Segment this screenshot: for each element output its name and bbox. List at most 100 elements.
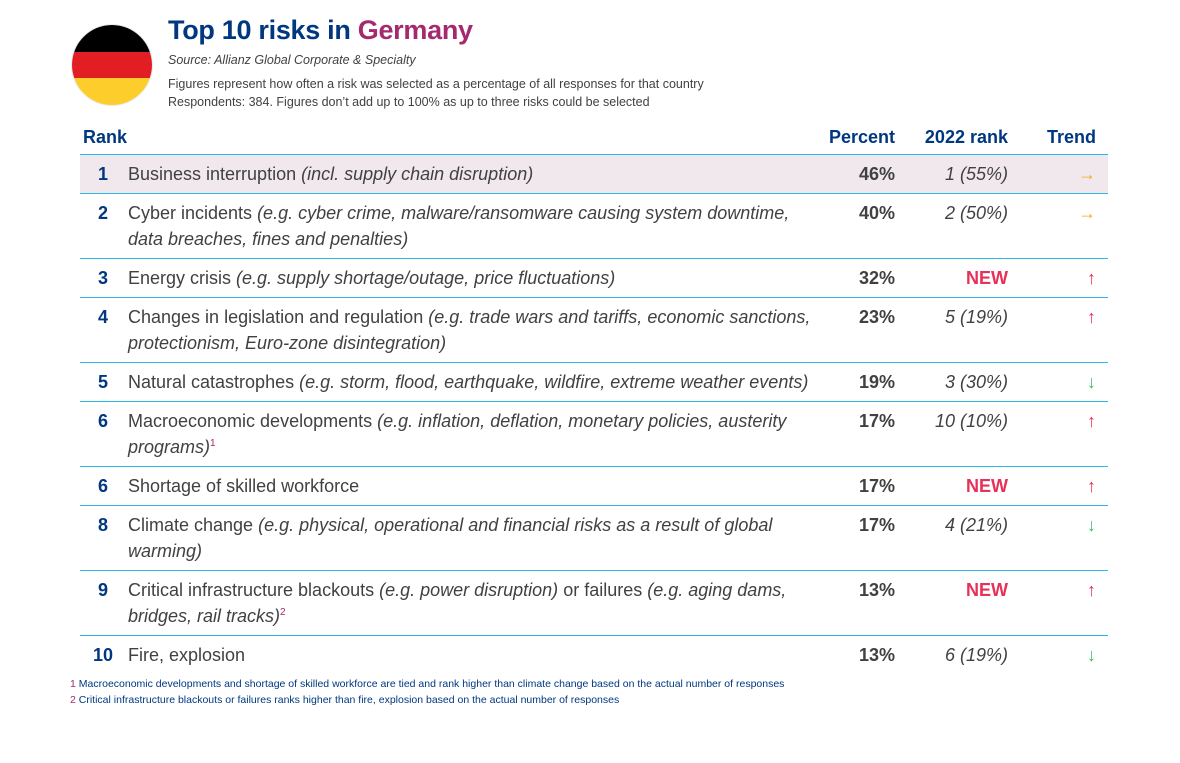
table-row: 8 Climate change (e.g. physical, operati… <box>80 505 1108 571</box>
note-line: Respondents: 384. Figures don’t add up t… <box>168 95 650 109</box>
rank: 5 <box>80 362 126 402</box>
percent: 13% <box>825 570 895 636</box>
risk-name: Macroeconomic developments <box>128 411 378 431</box>
rank: 6 <box>80 401 126 467</box>
rank: 6 <box>80 466 126 506</box>
risk-name: Natural catastrophes <box>128 372 300 392</box>
risk-detail: (incl. supply chain disruption) <box>301 164 534 184</box>
table-row: 6 Shortage of skilled workforce 17% NEW … <box>80 466 1108 506</box>
risk-name: Fire, explosion <box>128 645 246 665</box>
risk-name: Energy crisis <box>128 268 237 288</box>
trend-same-icon: → <box>1008 193 1108 259</box>
percent: 17% <box>825 466 895 506</box>
percent: 17% <box>825 401 895 467</box>
rank: 4 <box>80 297 126 363</box>
risk-detail: (e.g. physical, operational and financia… <box>128 515 773 561</box>
trend-up-icon: ↑ <box>1008 466 1108 506</box>
percent: 32% <box>825 258 895 298</box>
germany-flag-icon <box>72 25 152 105</box>
trend-up-icon: ↑ <box>1008 258 1108 298</box>
trend-up-icon: ↑ <box>1008 297 1108 363</box>
risk-detail: (e.g. trade wars and tariffs, economic s… <box>128 307 811 353</box>
flag-stripe <box>72 51 152 79</box>
table-row: 1 Business interruption (incl. supply ch… <box>80 154 1108 194</box>
trend-down-icon: ↓ <box>1008 362 1108 402</box>
table-row: 2 Cyber incidents (e.g. cyber crime, mal… <box>80 193 1108 259</box>
table-section: Rank Percent 2022 rank Trend 1 Business … <box>70 124 1110 708</box>
prev-rank: 4 (21%) <box>895 505 1008 571</box>
col-trend: Trend <box>1046 127 1096 147</box>
trend-up-icon: ↑ <box>1008 570 1108 636</box>
rank: 10 <box>80 635 126 674</box>
prev-rank: 3 (30%) <box>895 362 1008 402</box>
note: Figures represent how often a risk was s… <box>168 75 704 111</box>
col-prev: 2022 rank <box>924 127 1008 147</box>
risk-detail: (e.g. storm, flood, earthquake, wildfire… <box>299 372 809 392</box>
risk-detail: (e.g. power disruption) <box>379 580 559 600</box>
footnote-ref: 2 <box>280 607 286 618</box>
risk-table: Rank Percent 2022 rank Trend 1 Business … <box>80 124 1108 674</box>
risk-name: Business interruption <box>128 164 302 184</box>
risk-description: Changes in legislation and regulation (e… <box>126 297 825 363</box>
title-prefix: Top 10 risks in <box>168 15 358 45</box>
footnote-number: 2 <box>70 694 76 706</box>
risk-description: Cyber incidents (e.g. cyber crime, malwa… <box>126 193 825 259</box>
percent: 23% <box>825 297 895 363</box>
risk-name: Shortage of skilled workforce <box>128 476 360 496</box>
table-row: 6 Macroeconomic developments (e.g. infla… <box>80 401 1108 467</box>
prev-rank: 5 (19%) <box>895 297 1008 363</box>
prev-rank: NEW <box>895 570 1008 636</box>
percent: 17% <box>825 505 895 571</box>
risk-description: Critical infrastructure blackouts (e.g. … <box>126 570 825 636</box>
table-row: 10 Fire, explosion 13% 6 (19%) ↓ <box>80 635 1108 674</box>
footnote-number: 1 <box>70 678 76 690</box>
rank: 9 <box>80 570 126 636</box>
flag-stripe <box>72 25 152 52</box>
col-percent: Percent <box>828 127 895 147</box>
rank: 2 <box>80 193 126 259</box>
risk-name: Changes in legislation and regulation <box>128 307 429 327</box>
risk-name: or failures <box>558 580 648 600</box>
risk-detail: (e.g. inflation, deflation, monetary pol… <box>128 411 787 457</box>
trend-down-icon: ↓ <box>1008 505 1108 571</box>
prev-rank: NEW <box>895 466 1008 506</box>
percent: 40% <box>825 193 895 259</box>
risk-description: Macroeconomic developments (e.g. inflati… <box>126 401 825 467</box>
prev-rank: 6 (19%) <box>895 635 1008 674</box>
prev-rank: 1 (55%) <box>895 154 1008 194</box>
rank: 1 <box>80 154 126 194</box>
risk-description: Fire, explosion <box>126 635 825 674</box>
risk-detail: (e.g. cyber crime, malware/ransomware ca… <box>128 203 790 249</box>
risk-name: Critical infrastructure blackouts <box>128 580 380 600</box>
trend-down-icon: ↓ <box>1008 635 1108 674</box>
footnote: 1 Macroeconomic developments and shortag… <box>70 676 1110 692</box>
risk-name: Climate change <box>128 515 259 535</box>
table-row: 4 Changes in legislation and regulation … <box>80 297 1108 363</box>
prev-rank: 2 (50%) <box>895 193 1008 259</box>
footnote-text: Critical infrastructure blackouts or fai… <box>78 694 620 706</box>
title-country: Germany <box>357 15 473 45</box>
col-rank: Rank <box>83 127 128 147</box>
risk-description: Natural catastrophes (e.g. storm, flood,… <box>126 362 825 402</box>
risk-description: Energy crisis (e.g. supply shortage/outa… <box>126 258 825 298</box>
rank: 3 <box>80 258 126 298</box>
risk-detail: (e.g. supply shortage/outage, price fluc… <box>236 268 616 288</box>
footnote-text: Macroeconomic developments and shortage … <box>78 678 785 690</box>
prev-rank: NEW <box>895 258 1008 298</box>
page-title: Top 10 risks in Germany <box>168 14 473 46</box>
rank: 8 <box>80 505 126 571</box>
risk-name: Cyber incidents <box>128 203 258 223</box>
trend-up-icon: ↑ <box>1008 401 1108 467</box>
footnotes: 1 Macroeconomic developments and shortag… <box>70 676 1110 708</box>
percent: 13% <box>825 635 895 674</box>
table-row: 9 Critical infrastructure blackouts (e.g… <box>80 570 1108 636</box>
source: Source: Allianz Global Corporate & Speci… <box>168 53 416 67</box>
risk-description: Shortage of skilled workforce <box>126 466 825 506</box>
flag-stripe <box>72 78 152 105</box>
trend-same-icon: → <box>1008 154 1108 194</box>
footnote: 2 Critical infrastructure blackouts or f… <box>70 692 1110 708</box>
prev-rank: 10 (10%) <box>895 401 1008 467</box>
risk-description: Business interruption (incl. supply chai… <box>126 154 825 194</box>
percent: 46% <box>825 154 895 194</box>
footnote-ref: 1 <box>210 438 216 449</box>
